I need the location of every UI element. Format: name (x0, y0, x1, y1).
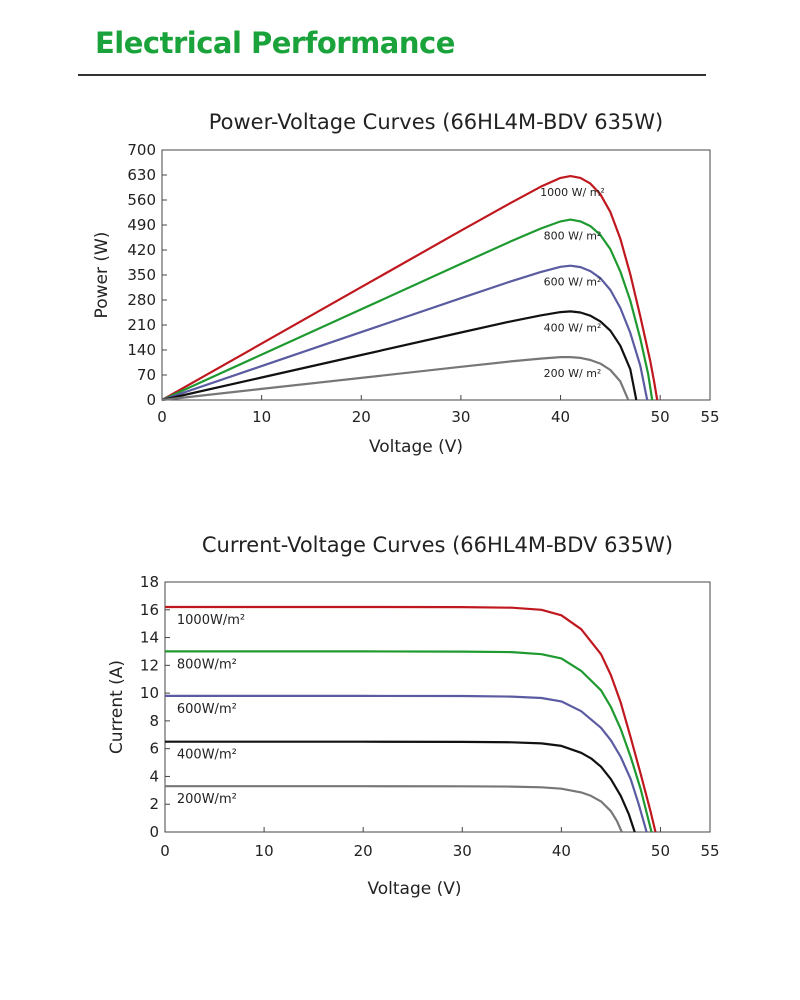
y-tick-label: 4 (149, 767, 159, 785)
y-tick-label: 0 (149, 823, 159, 841)
series-line (165, 650, 653, 833)
y-tick-label: 70 (137, 366, 156, 384)
series-line (165, 740, 636, 833)
y-tick-label: 2 (149, 795, 159, 813)
x-tick-label: 10 (252, 408, 271, 426)
y-tick-label: 14 (140, 629, 159, 647)
series-line (161, 175, 659, 401)
series-line (165, 605, 657, 833)
y-tick-label: 6 (149, 740, 159, 758)
current-voltage-chart: Current-Voltage Curves (66HL4M-BDV 635W)… (107, 533, 720, 899)
series-label: 1000W/m² (177, 613, 245, 628)
y-tick-label: 280 (127, 291, 156, 309)
x-tick-label: 55 (700, 842, 719, 860)
x-tick-label: 30 (451, 408, 470, 426)
y-tick-label: 350 (127, 266, 156, 284)
x-tick-label: 40 (551, 408, 570, 426)
y-tick-label: 630 (127, 166, 156, 184)
series-label: 400 W/ m² (544, 321, 602, 334)
series-label: 1000 W/ m² (540, 186, 605, 199)
y-axis-label: Current (A) (107, 660, 127, 754)
y-tick-label: 8 (149, 712, 159, 730)
x-tick-label: 50 (651, 842, 670, 860)
x-tick-label: 0 (160, 842, 170, 860)
section-title: Electrical Performance (95, 26, 455, 60)
series-line (161, 218, 654, 402)
chart-title: Current-Voltage Curves (66HL4M-BDV 635W) (202, 533, 673, 557)
y-tick-label: 560 (127, 191, 156, 209)
x-axis-label: Voltage (V) (367, 879, 461, 899)
x-tick-label: 20 (352, 408, 371, 426)
y-axis-label: Power (W) (92, 232, 112, 319)
series-label: 600 W/ m² (544, 276, 602, 289)
x-tick-label: 0 (157, 408, 167, 426)
series-line (165, 694, 648, 833)
series-label: 200W/m² (177, 792, 237, 807)
y-tick-label: 18 (140, 573, 159, 591)
y-tick-label: 0 (146, 391, 156, 409)
title-divider (78, 74, 706, 76)
x-axis-label: Voltage (V) (369, 437, 463, 457)
x-tick-label: 10 (255, 842, 274, 860)
series-line (161, 356, 630, 402)
x-tick-label: 20 (354, 842, 373, 860)
series-label: 400W/m² (177, 748, 237, 763)
series-label: 800W/m² (177, 657, 237, 672)
x-tick-label: 30 (453, 842, 472, 860)
y-tick-label: 12 (140, 656, 159, 674)
y-tick-label: 490 (127, 216, 156, 234)
y-tick-label: 140 (127, 341, 156, 359)
power-voltage-chart: Power-Voltage Curves (66HL4M-BDV 635W) 0 1… (92, 110, 720, 457)
series-label: 600W/m² (177, 702, 237, 717)
y-tick-label: 10 (140, 684, 159, 702)
x-tick-label: 55 (700, 408, 719, 426)
x-tick-label: 40 (552, 842, 571, 860)
series-label: 200 W/ m² (544, 367, 602, 380)
x-tick-label: 50 (651, 408, 670, 426)
y-tick-label: 16 (140, 601, 159, 619)
series-line (165, 785, 623, 833)
chart-title: Power-Voltage Curves (66HL4M-BDV 635W) (209, 110, 664, 134)
series-line (161, 264, 649, 402)
series-line (161, 310, 638, 402)
plot-frame (164, 581, 711, 833)
y-tick-label: 420 (127, 241, 156, 259)
y-tick-label: 210 (127, 316, 156, 334)
y-tick-label: 700 (127, 141, 156, 159)
series-label: 800 W/ m² (544, 230, 602, 243)
